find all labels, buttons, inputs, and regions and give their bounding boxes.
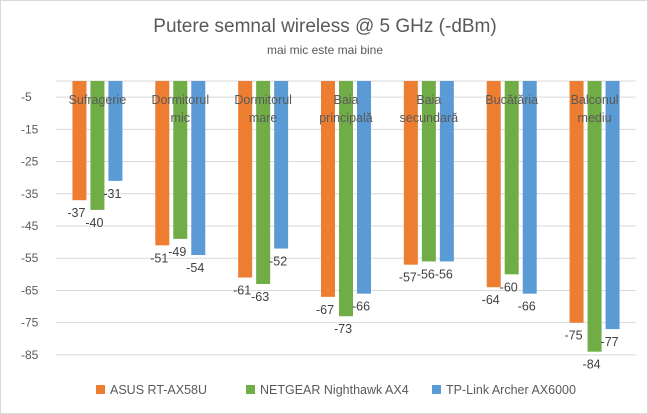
data-label: -84 <box>583 358 601 372</box>
data-label: -73 <box>334 322 352 336</box>
legend-label: NETGEAR Nighthawk AX4 <box>260 383 409 397</box>
legend: ASUS RT-AX58U NETGEAR Nighthawk AX4 TP-Lin… <box>96 383 576 397</box>
bar <box>504 81 519 275</box>
bar-layer <box>72 81 620 352</box>
category-label: mediu <box>578 111 612 125</box>
bar <box>587 81 602 352</box>
category-label: principală <box>319 111 373 125</box>
bar <box>522 81 537 294</box>
data-label: -66 <box>352 300 370 314</box>
category-label: Bucătăria <box>485 93 538 107</box>
legend-label: ASUS RT-AX58U <box>110 383 207 397</box>
bar <box>321 81 335 297</box>
y-tick-label: -25 <box>21 155 39 169</box>
legend-swatch <box>432 385 441 394</box>
bar <box>486 81 501 288</box>
data-label: -77 <box>601 335 619 349</box>
bar <box>421 81 436 262</box>
category-label: Dormitorul <box>151 93 209 107</box>
data-label: -31 <box>103 187 121 201</box>
data-label: -66 <box>518 300 536 314</box>
y-tick-label: -65 <box>21 283 39 297</box>
y-tick-label: -45 <box>21 219 39 233</box>
data-label: -51 <box>150 251 168 265</box>
category-label-layer: Sufragerie Dormitorul mic Dormitorul mare Bai… <box>69 93 619 125</box>
data-label: -56 <box>435 267 453 281</box>
y-tick-label: -55 <box>21 251 39 265</box>
bar <box>108 81 123 181</box>
category-label: Sufragerie <box>69 93 127 107</box>
y-tick-label: -5 <box>21 90 32 104</box>
category-label: mic <box>171 111 190 125</box>
bar <box>173 81 188 239</box>
bar <box>439 81 454 262</box>
category-label: Dormitorul <box>234 93 292 107</box>
data-label: -67 <box>316 303 334 317</box>
data-label: -56 <box>417 267 435 281</box>
bar <box>339 81 353 317</box>
y-tick-label: -85 <box>21 348 39 362</box>
y-tick-label: -75 <box>21 316 39 330</box>
legend-label: TP-Link Archer AX6000 <box>446 383 576 397</box>
bar <box>274 81 289 249</box>
category-label: mare <box>249 111 278 125</box>
data-label: -54 <box>186 261 204 275</box>
legend-swatch <box>96 385 105 394</box>
data-label: -52 <box>269 255 287 269</box>
chart-subtitle: mai mic este mai bine <box>267 43 383 57</box>
bar <box>357 81 371 294</box>
bar <box>238 81 253 278</box>
bar <box>403 81 418 265</box>
chart-title: Putere semnal wireless @ 5 GHz (-dBm) <box>153 16 496 37</box>
data-label: -40 <box>85 216 103 230</box>
bar <box>605 81 620 330</box>
category-label: Baia <box>333 93 358 107</box>
bar <box>256 81 271 284</box>
data-label: -60 <box>500 280 518 294</box>
bar <box>569 81 584 323</box>
category-label: Baia <box>416 93 441 107</box>
data-label: -63 <box>251 290 269 304</box>
y-tick-label: -35 <box>21 187 39 201</box>
legend-swatch <box>246 385 255 394</box>
data-label: -49 <box>168 245 186 259</box>
data-label: -61 <box>233 284 251 298</box>
category-label: Balconul <box>571 93 619 107</box>
data-label-layer: -37-51-61-67-57-64-75-40-49-63-73-56-60-… <box>67 187 618 372</box>
data-label: -37 <box>67 206 85 220</box>
bar <box>90 81 105 210</box>
data-label: -57 <box>399 271 417 285</box>
bar <box>155 81 170 246</box>
data-label: -64 <box>482 293 500 307</box>
bar <box>191 81 206 255</box>
category-label: secundară <box>400 111 458 125</box>
y-tick-label: -15 <box>21 122 39 136</box>
bar <box>72 81 87 201</box>
data-label: -75 <box>565 329 583 343</box>
